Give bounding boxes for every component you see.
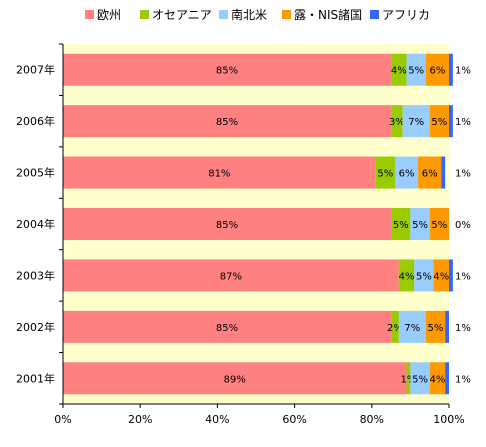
data-label-1-1: 3% xyxy=(389,117,405,128)
data-label-1-0: 4% xyxy=(391,66,407,77)
bar-2-5 xyxy=(398,310,426,343)
data-label-3-4: 4% xyxy=(433,271,449,282)
bar-0-0 xyxy=(63,53,392,86)
category-label-4: 2003年 xyxy=(16,268,55,282)
data-label-0-2: 81% xyxy=(208,169,230,180)
data-label-2-6: 5% xyxy=(412,374,428,385)
data-label-0-6: 89% xyxy=(224,374,246,385)
bar-3-0 xyxy=(425,53,449,86)
bar-2-4 xyxy=(414,259,434,292)
category-label-5: 2002年 xyxy=(16,320,55,334)
legend-label-0: 欧州 xyxy=(97,8,121,22)
bar-1-5 xyxy=(391,310,399,343)
category-label-2: 2005年 xyxy=(16,166,55,180)
x-tick-label-0: 0% xyxy=(54,413,71,426)
data-label-4-0: 1% xyxy=(455,66,471,77)
data-label-4-1: 1% xyxy=(455,117,471,128)
bar-1-4 xyxy=(398,259,415,292)
data-label-0-3: 85% xyxy=(216,220,238,231)
bar-2-1 xyxy=(402,105,430,138)
data-label-3-1: 5% xyxy=(431,117,447,128)
data-label-0-1: 85% xyxy=(216,117,238,128)
legend-swatch-4 xyxy=(370,10,379,19)
data-label-3-2: 6% xyxy=(422,169,438,180)
category-label-1: 2006年 xyxy=(16,114,55,128)
bar-4-0 xyxy=(449,53,453,86)
data-label-4-2: 1% xyxy=(455,169,471,180)
bar-2-6 xyxy=(410,362,430,395)
bar-1-1 xyxy=(391,105,403,138)
bar-1-2 xyxy=(375,156,395,189)
bar-4-6 xyxy=(445,362,449,395)
data-label-3-6: 4% xyxy=(429,374,445,385)
bar-1-0 xyxy=(391,53,407,86)
bar-2-3 xyxy=(410,208,430,240)
x-tick-label-2: 40% xyxy=(205,413,229,426)
data-label-3-3: 5% xyxy=(431,220,447,231)
category-label-6: 2001年 xyxy=(16,371,55,385)
data-label-1-5: 2% xyxy=(387,323,403,334)
bar-0-2 xyxy=(63,156,376,189)
data-label-2-5: 7% xyxy=(404,323,420,334)
category-label-0: 2007年 xyxy=(16,63,55,77)
bar-3-1 xyxy=(429,105,449,138)
data-label-4-5: 1% xyxy=(455,323,471,334)
bar-4-2 xyxy=(441,156,446,189)
data-label-2-4: 5% xyxy=(416,271,432,282)
data-label-2-3: 5% xyxy=(412,220,428,231)
data-label-2-1: 7% xyxy=(408,117,424,128)
bar-3-2 xyxy=(418,156,442,189)
data-label-1-4: 4% xyxy=(399,271,415,282)
data-label-4-4: 1% xyxy=(455,271,471,282)
x-tick-label-1: 20% xyxy=(128,413,152,426)
legend-label-1: オセアニア xyxy=(152,8,212,22)
bar-4-4 xyxy=(449,259,453,292)
bar-3-3 xyxy=(429,208,449,240)
data-label-1-2: 5% xyxy=(377,169,393,180)
bar-4-5 xyxy=(445,310,449,343)
x-tick-label-3: 60% xyxy=(282,413,306,426)
legend-label-3: 露・NIS諸国 xyxy=(294,7,362,22)
bar-4-1 xyxy=(449,105,453,138)
bar-0-1 xyxy=(63,105,392,138)
legend-label-4: アフリカ xyxy=(382,8,430,22)
data-label-2-2: 6% xyxy=(399,169,415,180)
x-tick-label-4: 80% xyxy=(360,413,384,426)
data-label-1-6: 1% xyxy=(401,374,417,385)
data-label-4-3: 0% xyxy=(455,220,471,231)
bar-0-5 xyxy=(63,310,392,343)
bar-0-3 xyxy=(63,208,392,240)
bar-0-4 xyxy=(63,259,399,292)
bar-1-6 xyxy=(406,362,411,395)
data-label-2-0: 5% xyxy=(408,66,424,77)
data-label-3-0: 6% xyxy=(429,66,445,77)
category-label-3: 2004年 xyxy=(16,217,55,231)
legend-swatch-1 xyxy=(140,10,149,19)
data-label-0-5: 85% xyxy=(216,323,238,334)
bar-3-5 xyxy=(425,310,446,343)
legend-label-2: 南北米 xyxy=(231,7,267,22)
legend-swatch-0 xyxy=(85,10,94,19)
legend-swatch-2 xyxy=(219,10,228,19)
data-label-0-4: 87% xyxy=(220,271,242,282)
data-label-4-6: 1% xyxy=(455,374,471,385)
data-label-3-5: 5% xyxy=(428,323,444,334)
bar-1-3 xyxy=(391,208,411,240)
bar-2-2 xyxy=(394,156,419,189)
data-label-0-0: 85% xyxy=(216,66,238,77)
bar-0-6 xyxy=(63,362,407,395)
x-tick-label-5: 100% xyxy=(433,413,464,426)
bar-2-0 xyxy=(406,53,426,86)
bar-3-6 xyxy=(429,362,446,395)
bar-3-4 xyxy=(433,259,449,292)
legend-swatch-3 xyxy=(282,10,291,19)
data-label-1-3: 5% xyxy=(393,220,409,231)
